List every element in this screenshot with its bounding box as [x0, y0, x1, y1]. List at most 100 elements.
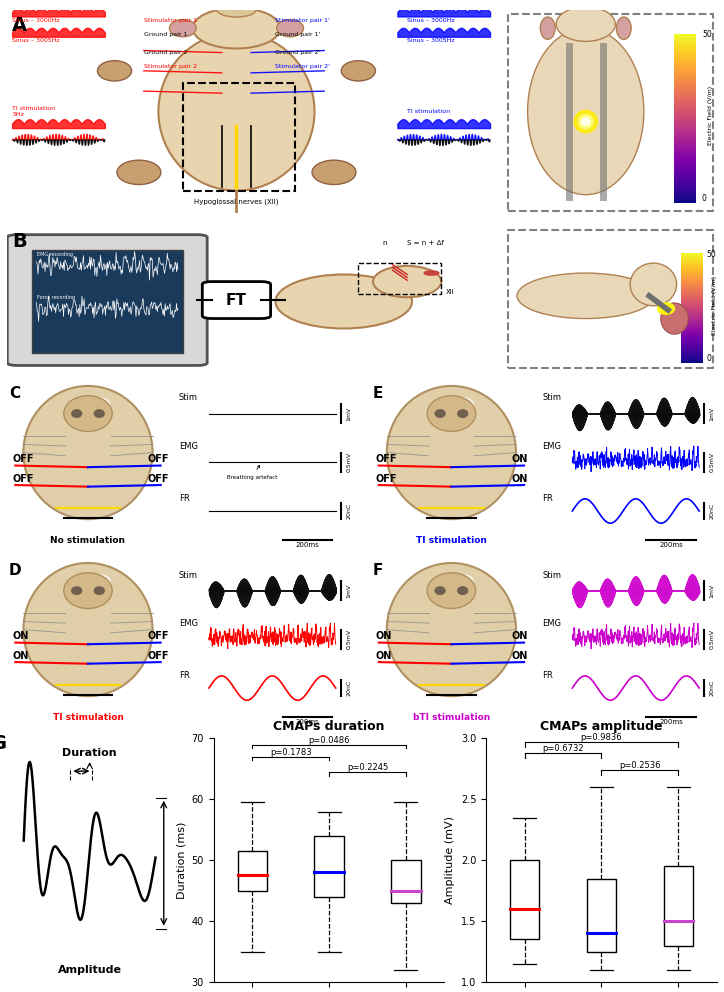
- Text: ON: ON: [511, 631, 528, 642]
- Ellipse shape: [434, 409, 446, 418]
- Text: 50: 50: [706, 250, 716, 259]
- Text: Ground pair 1: Ground pair 1: [144, 32, 188, 37]
- Text: ON: ON: [511, 474, 528, 484]
- Ellipse shape: [341, 61, 376, 81]
- Circle shape: [574, 110, 597, 133]
- Ellipse shape: [193, 8, 280, 49]
- Text: Sinus – 3000Hz: Sinus – 3000Hz: [407, 18, 455, 23]
- Ellipse shape: [387, 386, 516, 519]
- Text: Ground pair 2: Ground pair 2: [144, 50, 188, 56]
- Text: Stim: Stim: [179, 394, 198, 403]
- Title: CMAPs amplitude: CMAPs amplitude: [540, 720, 662, 733]
- Ellipse shape: [427, 396, 476, 432]
- Text: n: n: [383, 240, 387, 246]
- Text: TI stimulation
5Hz: TI stimulation 5Hz: [12, 106, 55, 117]
- Ellipse shape: [373, 266, 442, 298]
- Text: TI stimulation: TI stimulation: [53, 713, 123, 722]
- Text: Hypoglossal nerves (XII): Hypoglossal nerves (XII): [194, 198, 279, 205]
- Bar: [32, 250, 183, 352]
- Text: S = n + Δf: S = n + Δf: [407, 240, 444, 246]
- Text: EMG: EMG: [179, 442, 198, 451]
- Text: FR: FR: [542, 671, 553, 680]
- Ellipse shape: [427, 572, 476, 608]
- Text: Sinus – 3000Hz: Sinus – 3000Hz: [12, 18, 60, 23]
- Circle shape: [657, 303, 675, 314]
- Text: 1mV: 1mV: [346, 407, 351, 421]
- Ellipse shape: [661, 303, 689, 334]
- Ellipse shape: [517, 273, 654, 318]
- Circle shape: [578, 114, 593, 129]
- Text: Electric Field (V/m): Electric Field (V/m): [712, 276, 717, 335]
- Text: Breathing artefact: Breathing artefact: [227, 465, 277, 479]
- Text: Stimulator pair 2: Stimulator pair 2: [144, 64, 197, 69]
- FancyBboxPatch shape: [7, 235, 207, 365]
- Text: p=0.6732: p=0.6732: [542, 744, 584, 753]
- Text: Amplitude: Amplitude: [58, 965, 122, 975]
- Ellipse shape: [23, 563, 153, 696]
- Text: E: E: [372, 386, 383, 401]
- Ellipse shape: [91, 398, 111, 411]
- Text: 200ms: 200ms: [295, 542, 319, 548]
- Ellipse shape: [277, 20, 303, 37]
- Text: 0.5mV: 0.5mV: [710, 452, 715, 472]
- Text: XII: XII: [446, 290, 455, 296]
- Text: TI stimulation: TI stimulation: [416, 536, 487, 546]
- Text: Stimulator pair 1: Stimulator pair 1: [144, 18, 197, 23]
- Ellipse shape: [528, 28, 644, 194]
- Text: C: C: [9, 386, 20, 401]
- Text: ON: ON: [12, 631, 28, 642]
- Text: 200ms: 200ms: [295, 719, 319, 725]
- Text: Stim: Stim: [542, 394, 561, 403]
- Text: p=0.1783: p=0.1783: [270, 748, 311, 757]
- Text: B: B: [12, 232, 27, 251]
- Y-axis label: Amplitude (mV): Amplitude (mV): [445, 816, 455, 905]
- Text: 200ms: 200ms: [659, 542, 683, 548]
- Ellipse shape: [169, 20, 196, 37]
- Circle shape: [581, 117, 590, 126]
- Text: bTI stimulation: bTI stimulation: [413, 713, 490, 722]
- Ellipse shape: [312, 160, 356, 185]
- Text: Stim: Stim: [542, 570, 561, 579]
- Text: OFF: OFF: [148, 631, 169, 642]
- Ellipse shape: [117, 160, 161, 185]
- Text: Force recording: Force recording: [36, 295, 75, 300]
- Text: Electric Field (V/m): Electric Field (V/m): [708, 86, 713, 145]
- Bar: [237, 851, 266, 891]
- Text: p=0.9836: p=0.9836: [581, 733, 622, 742]
- Ellipse shape: [457, 586, 468, 595]
- Text: ON: ON: [376, 631, 392, 642]
- Ellipse shape: [64, 396, 112, 432]
- Ellipse shape: [159, 33, 314, 190]
- Ellipse shape: [616, 17, 631, 40]
- Ellipse shape: [556, 7, 615, 42]
- Text: ON: ON: [511, 454, 528, 464]
- Text: No stimulation: No stimulation: [51, 536, 125, 546]
- Text: 200ms: 200ms: [659, 719, 683, 725]
- Text: FR: FR: [542, 494, 553, 503]
- Text: 20nC: 20nC: [346, 503, 351, 519]
- Text: A: A: [12, 16, 28, 35]
- Bar: [183, 83, 295, 190]
- Bar: [587, 879, 616, 951]
- Circle shape: [424, 271, 439, 275]
- Ellipse shape: [93, 409, 105, 418]
- Ellipse shape: [71, 409, 83, 418]
- Text: ON: ON: [511, 651, 528, 661]
- Ellipse shape: [387, 563, 516, 696]
- Text: 0.5mV: 0.5mV: [710, 629, 715, 650]
- Title: CMAPs duration: CMAPs duration: [273, 720, 384, 733]
- Text: FT: FT: [226, 293, 247, 308]
- Text: Sinus – 3005Hz: Sinus – 3005Hz: [12, 38, 60, 43]
- Ellipse shape: [98, 61, 132, 81]
- Text: Ground pair 1': Ground pair 1': [275, 32, 321, 37]
- Text: OFF: OFF: [376, 454, 397, 464]
- Text: ON: ON: [376, 651, 392, 661]
- Y-axis label: Duration (ms): Duration (ms): [176, 821, 186, 899]
- Ellipse shape: [630, 263, 677, 306]
- Ellipse shape: [434, 586, 446, 595]
- Text: OFF: OFF: [148, 651, 169, 661]
- Text: 20nC: 20nC: [710, 680, 715, 696]
- Bar: [510, 860, 539, 939]
- Text: OFF: OFF: [376, 474, 397, 484]
- Text: 0.5mV: 0.5mV: [346, 629, 351, 650]
